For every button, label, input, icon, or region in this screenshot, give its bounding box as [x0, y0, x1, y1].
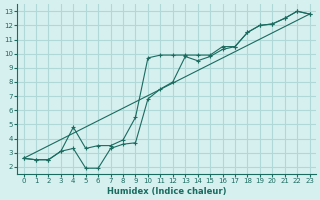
X-axis label: Humidex (Indice chaleur): Humidex (Indice chaleur) — [107, 187, 226, 196]
